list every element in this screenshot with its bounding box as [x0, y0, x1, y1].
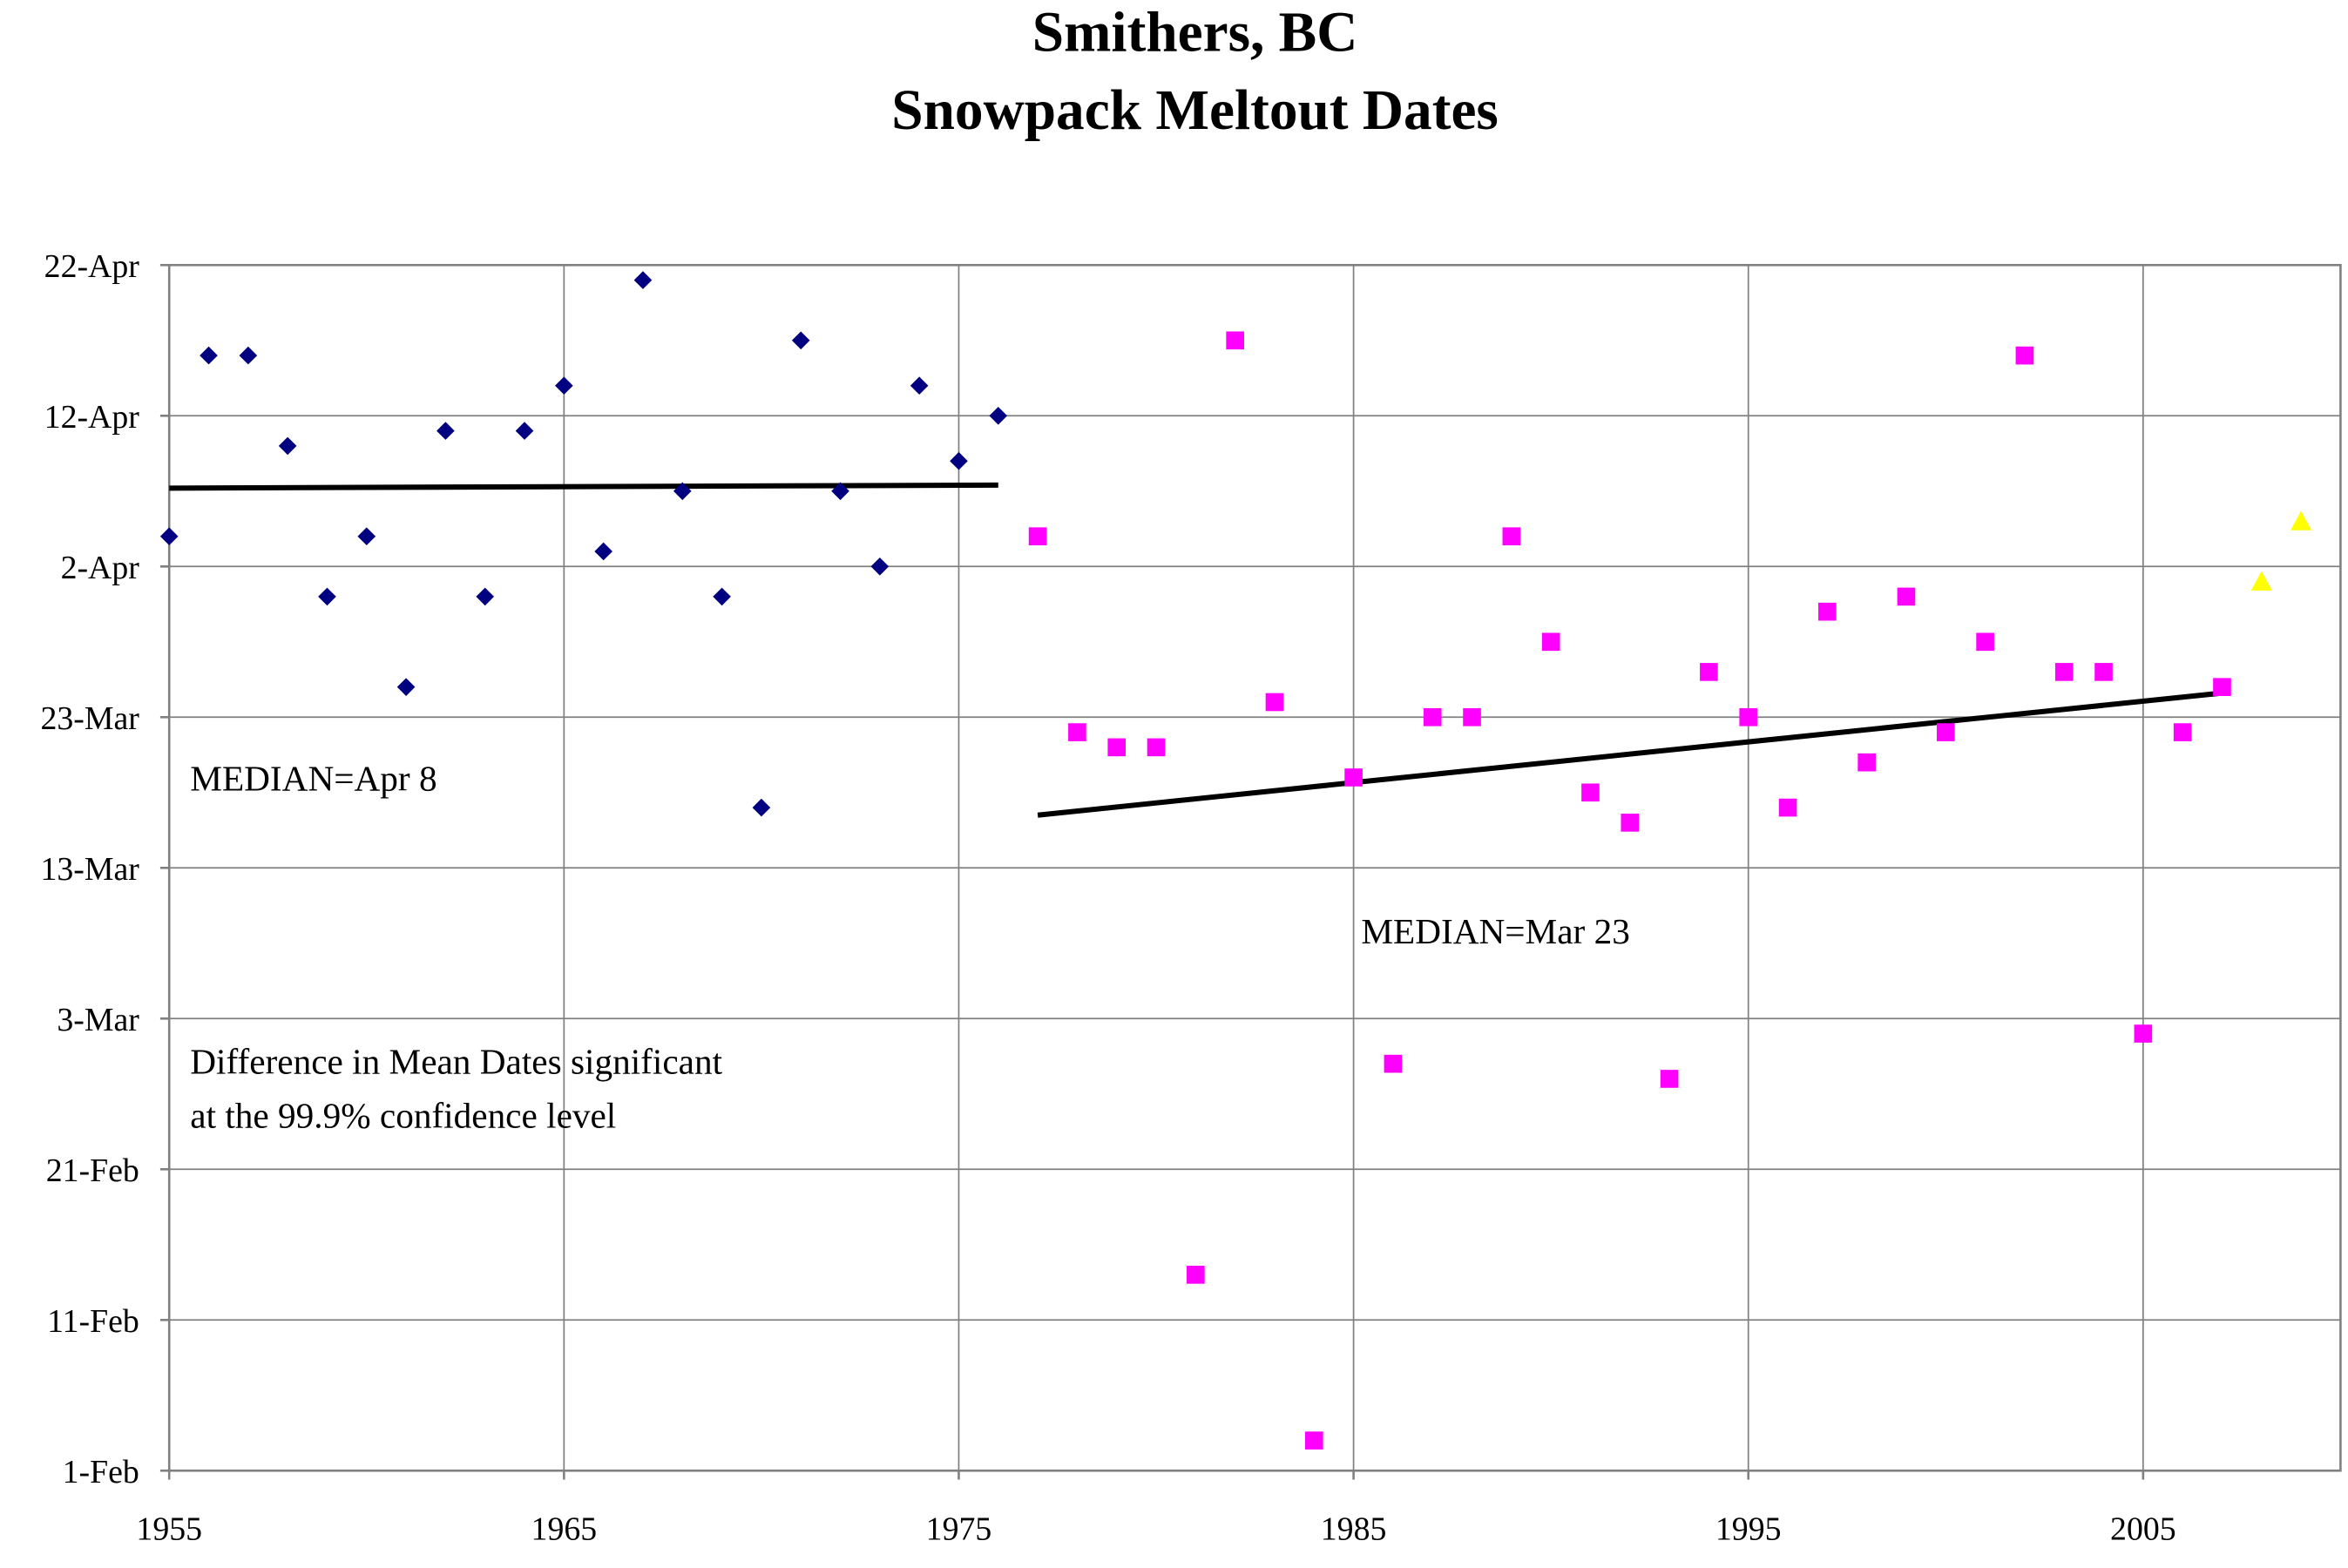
point-square — [1265, 693, 1284, 712]
point-diamond — [159, 527, 179, 546]
point-square — [2173, 723, 2192, 741]
point-diamond — [278, 436, 297, 456]
trend-1977-2007 — [1037, 690, 2223, 818]
point-square — [2054, 663, 2074, 681]
point-square — [2213, 678, 2231, 696]
chart-subtitle: Snowpack Meltout Dates — [891, 79, 1499, 142]
point-diamond — [594, 542, 612, 561]
point-diamond — [239, 346, 258, 365]
annotation-median-early: MEDIAN=Apr 8 — [190, 759, 436, 799]
y-tick-label: 11-Feb — [47, 1303, 139, 1340]
y-tick-label: 12-Apr — [44, 399, 140, 436]
point-diamond — [910, 376, 929, 395]
point-diamond — [515, 422, 534, 440]
y-tick-label: 13-Mar — [40, 851, 139, 888]
x-tick-label: 1995 — [1715, 1511, 1782, 1547]
point-square — [1068, 723, 1086, 741]
point-square — [1857, 753, 1876, 772]
point-triangle — [2250, 571, 2272, 591]
point-diamond — [791, 331, 810, 350]
trend-lines — [169, 482, 2223, 818]
point-square — [1621, 814, 1640, 832]
y-tick-label: 1-Feb — [63, 1454, 139, 1490]
point-square — [1739, 707, 1758, 727]
point-square — [2094, 663, 2113, 681]
y-tick-label: 2-Apr — [61, 550, 140, 586]
annotation-significance-2: at the 99.9% confidence level — [190, 1096, 616, 1136]
y-tick-label: 21-Feb — [46, 1152, 139, 1189]
trend-1955-1976 — [169, 482, 998, 491]
point-square — [1976, 632, 1994, 652]
y-tick-label: 23-Mar — [40, 700, 139, 737]
point-diamond — [200, 346, 218, 365]
point-diamond — [436, 422, 455, 440]
point-square — [1304, 1431, 1323, 1450]
point-square — [1818, 602, 1837, 621]
point-triangle — [2290, 510, 2312, 531]
point-square — [1028, 527, 1047, 546]
x-tick-label: 1955 — [136, 1511, 202, 1547]
point-square — [1897, 587, 1916, 606]
point-square — [1107, 738, 1127, 757]
point-diamond — [713, 587, 731, 606]
point-diamond — [476, 587, 495, 606]
point-diamond — [870, 557, 890, 576]
point-square — [2134, 1024, 2153, 1043]
point-diamond — [752, 798, 771, 817]
point-diamond — [396, 678, 416, 696]
point-diamond — [633, 271, 653, 289]
point-diamond — [357, 527, 376, 546]
point-square — [1502, 527, 1521, 546]
x-tick-label: 1965 — [531, 1511, 598, 1547]
point-square — [1226, 331, 1244, 350]
point-diamond — [989, 406, 1008, 425]
point-square — [1344, 768, 1363, 787]
point-square — [1384, 1054, 1403, 1073]
point-square — [1700, 663, 1718, 681]
annotation-significance-1: Difference in Mean Dates significant — [190, 1042, 722, 1082]
y-tick-label: 3-Mar — [57, 1002, 139, 1038]
x-tick-label: 2005 — [2110, 1511, 2176, 1547]
point-square — [1660, 1070, 1679, 1088]
axes: 1-Feb 11-Feb 21-Feb 3-Mar 13-Mar 23-Mar 2-Apr 1… — [40, 248, 2175, 1547]
point-square — [1423, 707, 1442, 727]
point-square — [1541, 632, 1560, 652]
point-diamond — [555, 376, 573, 395]
point-square — [1936, 723, 1955, 741]
point-diamond — [950, 451, 968, 470]
x-tick-label: 1975 — [926, 1511, 992, 1547]
point-square — [1581, 783, 1600, 802]
gridlines — [168, 264, 2341, 1472]
data-points — [159, 271, 2312, 1450]
chart-title: Smithers, BC — [1032, 1, 1358, 64]
point-square — [1778, 798, 1797, 817]
y-tick-label: 22-Apr — [44, 248, 140, 285]
point-diamond — [318, 587, 336, 606]
annotation-median-late: MEDIAN=Mar 23 — [1361, 911, 1629, 951]
point-square — [1463, 707, 1481, 727]
point-square — [1147, 738, 1166, 757]
point-square — [1187, 1266, 1205, 1284]
x-tick-label: 1985 — [1321, 1511, 1387, 1547]
point-square — [2015, 346, 2034, 365]
